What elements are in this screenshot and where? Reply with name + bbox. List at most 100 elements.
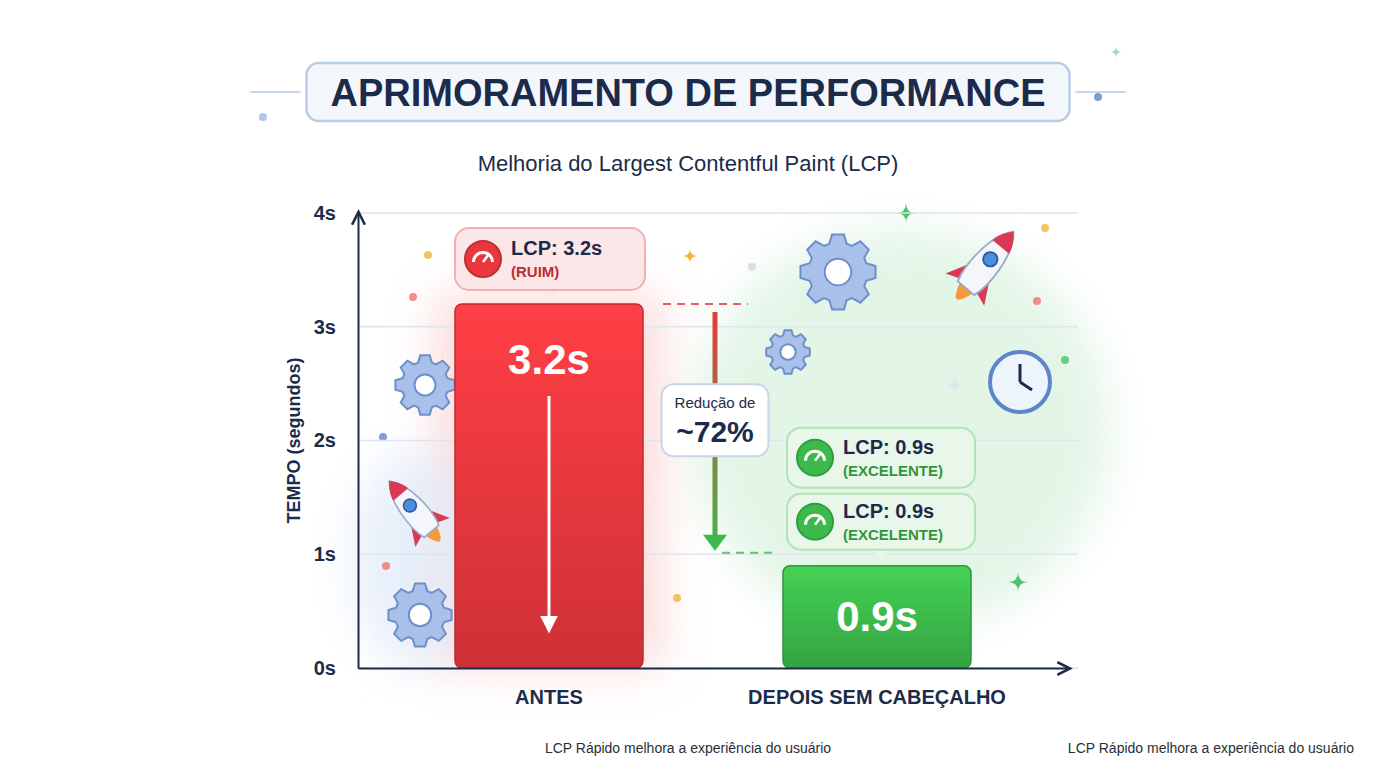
reduction-text: Redução de [675, 394, 756, 411]
gear-hole [415, 375, 436, 396]
callout-box [787, 494, 975, 550]
gear-icon [800, 234, 875, 309]
y-tick: 3s [314, 316, 358, 338]
gear-hole [780, 344, 795, 359]
tick-label: 3s [314, 316, 336, 338]
dot [748, 263, 756, 271]
reduction-box [662, 384, 769, 456]
y-tick: 0s [314, 657, 358, 679]
y-tick: 4s [314, 202, 358, 224]
clock-hand [1019, 364, 1022, 382]
sparkle [946, 376, 964, 394]
dot [259, 113, 267, 121]
callout-box [455, 228, 645, 290]
y-axis: 0s 1s 2s 3s 4s [314, 202, 359, 679]
callout-icon [797, 440, 833, 476]
y-axis-title: TEMPO (segundos) [284, 357, 304, 523]
gauge-needle [815, 517, 821, 525]
title-box [307, 63, 1070, 121]
x-axis: ANTES DEPOIS SEM CABEÇALHO [359, 668, 1069, 708]
axis-line [358, 214, 360, 669]
gauge-arc [472, 251, 494, 262]
tick-label: 1s [314, 543, 336, 565]
footnote: LCP Rápido melhora a experiência do usuá… [545, 740, 831, 756]
callout-icon [465, 241, 501, 277]
data-label: 3.2s [508, 336, 590, 383]
grid [358, 213, 1078, 668]
clock-face [990, 352, 1050, 412]
callout-status: (EXCELENTE) [843, 526, 943, 543]
callout-icon [797, 504, 833, 540]
title: APRIMORAMENTO DE PERFORMANCE [331, 72, 1046, 114]
gear-icon [766, 330, 809, 373]
callout-text: LCP: 0.9s [843, 500, 934, 522]
tick-label: 2s [314, 429, 336, 451]
rocket-window [980, 249, 1000, 269]
gear-body [388, 583, 451, 646]
callout: LCP: 0.9s (EXCELENTE) [787, 428, 975, 488]
rocket-window [401, 497, 419, 515]
rocket-nose [992, 225, 1021, 254]
title-rule [251, 91, 301, 93]
tick-label: 4s [314, 202, 336, 224]
callout-text: LCP: 0.9s [843, 436, 934, 458]
x-tick: ANTES [515, 668, 583, 708]
gauge-needle [483, 254, 489, 262]
callout-status: (RUIM) [511, 263, 559, 280]
category-label: DEPOIS SEM CABEÇALHO [748, 686, 1006, 708]
bar-arrow [547, 396, 550, 630]
rocket-nose [382, 475, 408, 501]
clock-icon [990, 352, 1050, 412]
reduction-value: ~72% [676, 415, 754, 448]
y-tick: 1s [314, 543, 358, 565]
level-line [663, 303, 748, 305]
callout-box [787, 428, 975, 488]
gear-body [800, 234, 875, 309]
y-tick: 2s [314, 429, 358, 451]
reduction: Redução de ~72% [662, 304, 772, 553]
sparkle [1110, 46, 1122, 58]
rocket-body [380, 473, 441, 539]
dot [673, 594, 681, 602]
clock-hand [1020, 382, 1032, 390]
dot [424, 251, 432, 259]
footnote: LCP Rápido melhora a experiência do usuá… [1068, 740, 1354, 756]
gear-body [766, 330, 809, 373]
category-label: ANTES [515, 686, 583, 708]
data-label: 0.9s [836, 593, 918, 640]
decoration [259, 46, 1122, 670]
level-line [722, 552, 772, 554]
title-rule [1076, 91, 1126, 93]
gauge-arc [804, 514, 826, 525]
rocket-body [955, 223, 1024, 298]
rocket-icon [937, 215, 1032, 315]
gear-body [395, 355, 454, 414]
dot [1061, 356, 1069, 364]
glow [435, 294, 663, 668]
x-tick: DEPOIS SEM CABEÇALHO [748, 668, 1006, 708]
axis-line [359, 668, 1069, 670]
gear-icon [395, 355, 454, 414]
dot [382, 562, 390, 570]
gear-hole [409, 604, 431, 626]
tick-label: 0s [314, 657, 336, 679]
title-group: APRIMORAMENTO DE PERFORMANCE [251, 63, 1126, 121]
bar [783, 566, 971, 668]
gauge-needle [815, 453, 821, 461]
dot [1094, 93, 1102, 101]
dot [1041, 224, 1049, 232]
gauge-arc [804, 450, 826, 461]
dot [1033, 297, 1041, 305]
sparkle [682, 248, 698, 264]
rocket-icon [372, 467, 457, 556]
dot [409, 293, 417, 301]
chart: APRIMORAMENTO DE PERFORMANCEMelhoria do … [0, 0, 1376, 768]
reduction-arrowhead [703, 535, 727, 551]
grid-line [358, 212, 1078, 214]
callout: LCP: 3.2s (RUIM) [455, 228, 645, 300]
callout-text: LCP: 3.2s [511, 237, 602, 259]
gear-hole [825, 259, 852, 286]
callout-status: (EXCELENTE) [843, 462, 943, 479]
callout: LCP: 0.9s (EXCELENTE) [787, 494, 975, 560]
gear-icon [388, 583, 451, 646]
